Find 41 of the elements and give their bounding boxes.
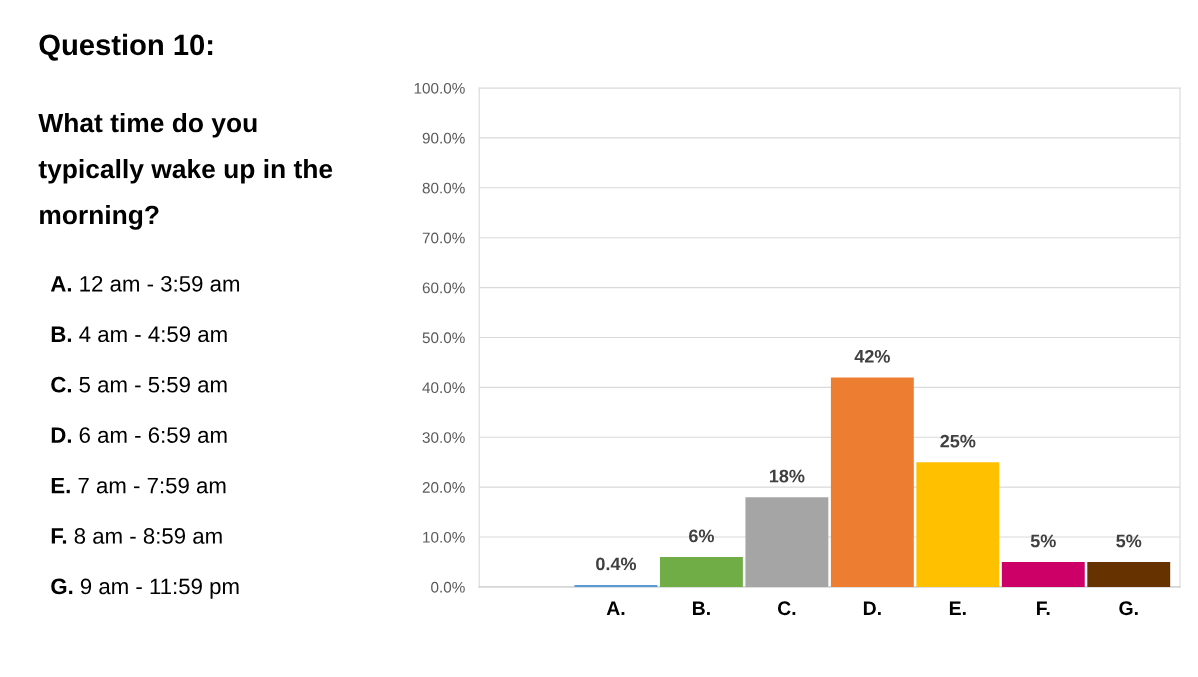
y-tick-label: 70.0% [422,232,465,244]
data-label: 6% [689,529,714,543]
y-tick-label: 100.0% [414,82,465,94]
text: C. 5 am - 5:59 am [51,376,227,393]
y-tick-label: 60.0% [422,282,465,294]
data-label: 5% [1116,534,1142,548]
text: Question 10: [39,33,213,61]
data-label: 25% [940,434,976,448]
data-label: 18% [769,469,805,483]
x-tick-label: F. [1037,601,1050,615]
text: F. 8 am - 8:59 am [51,528,222,544]
bar [659,557,743,587]
y-tick-label: 80.0% [422,182,465,194]
x-tick-label: A. [606,601,625,615]
text: G. 9 am - 11:59 pm [51,578,239,599]
y-tick-label: 50.0% [422,332,465,344]
text: B. 4 am - 4:59 am [51,326,227,343]
x-tick-label: E. [949,601,966,615]
x-tick-label: C. [777,601,796,616]
text: E. 7 am - 7:59 am [51,477,226,494]
bar [830,377,914,587]
x-tick-label: G. [1119,601,1138,616]
data-label: 0.4% [596,557,637,571]
bar [574,584,658,587]
y-tick-label: 40.0% [422,382,465,394]
x-tick-label: D. [863,601,881,615]
x-tick-label: B. [692,601,710,615]
bar [1087,562,1171,587]
bar [916,462,1000,587]
bar [745,497,829,587]
text: A. 12 am - 3:59 am [50,275,240,292]
y-tick-label: 90.0% [422,132,465,144]
y-tick-label: 10.0% [423,531,465,543]
bar [1001,562,1085,587]
y-tick-label: 20.0% [422,482,465,493]
text: D. 6 am - 6:59 am [51,427,227,443]
data-label: 42% [854,349,890,363]
y-tick-label: 0.0% [431,581,465,593]
data-label: 5% [1030,534,1056,548]
y-tick-label: 30.0% [422,432,465,443]
text: What time do you typically wake up in the morning? [38,112,333,230]
